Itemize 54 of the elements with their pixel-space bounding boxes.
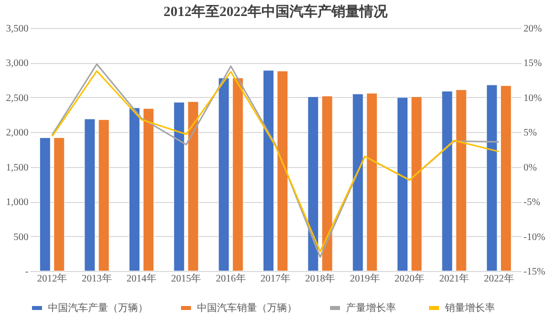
bar xyxy=(232,78,244,272)
bar xyxy=(98,119,110,272)
bar xyxy=(396,97,408,272)
y2-tick-label: -10% xyxy=(524,232,546,243)
x-tick-label: 2021年 xyxy=(439,272,470,284)
bar xyxy=(322,96,333,272)
bar xyxy=(40,137,51,272)
bar xyxy=(500,85,512,272)
y-tick-label: 2,500 xyxy=(6,92,28,104)
y-tick-label: 2,000 xyxy=(6,128,28,139)
x-tick-label: 2013年 xyxy=(82,272,112,284)
legend-label: 产量增长率 xyxy=(346,302,396,314)
bar xyxy=(277,70,288,272)
x-tick-label: 2015年 xyxy=(171,272,202,284)
y2-tick-label: -15% xyxy=(524,266,546,278)
y2-tick-label: 0% xyxy=(524,162,537,174)
bar xyxy=(366,93,378,272)
x-tick-label: 2016年 xyxy=(216,272,246,284)
y-tick-label: - xyxy=(25,266,28,278)
bar xyxy=(308,96,319,272)
bar xyxy=(218,78,230,272)
x-tick-label: 2012年 xyxy=(37,272,68,284)
bar xyxy=(411,96,422,272)
x-tick-label: 2018年 xyxy=(305,272,336,284)
y2-tick-label: 5% xyxy=(524,128,537,139)
bar xyxy=(128,108,140,272)
y-tick-label: 3,000 xyxy=(6,58,28,70)
x-tick-label: 2017年 xyxy=(260,272,290,284)
bar xyxy=(352,94,364,272)
bar xyxy=(84,118,96,272)
y-tick-label: 1,500 xyxy=(6,162,28,174)
x-tick-label: 2014年 xyxy=(126,272,156,284)
x-tick-label: 2022年 xyxy=(484,272,514,284)
bar xyxy=(54,137,65,272)
y2-tick-label: 20% xyxy=(524,24,542,34)
y-tick-label: 500 xyxy=(14,232,28,243)
chart-title: 2012年至2022年中国汽车产销量情况 xyxy=(164,3,388,20)
y2-tick-label: 15% xyxy=(524,58,542,70)
y-tick-label: 3,500 xyxy=(6,24,28,34)
x-tick-label: 2020年 xyxy=(394,272,425,284)
bar xyxy=(456,90,467,272)
bar xyxy=(442,90,453,272)
legend-label: 中国汽车产量（万辆） xyxy=(48,302,148,314)
bar xyxy=(262,70,274,272)
legend-label: 中国汽车销量（万辆） xyxy=(197,302,297,314)
x-tick-label: 2019年 xyxy=(350,272,380,284)
bar xyxy=(174,102,185,272)
y2-tick-label: -5% xyxy=(524,197,540,208)
bar xyxy=(142,108,154,272)
bar xyxy=(486,84,498,272)
y-tick-label: 1,000 xyxy=(6,197,28,208)
legend-label: 销量增长率 xyxy=(444,302,495,314)
y2-tick-label: 10% xyxy=(524,92,542,104)
bar xyxy=(188,101,199,272)
